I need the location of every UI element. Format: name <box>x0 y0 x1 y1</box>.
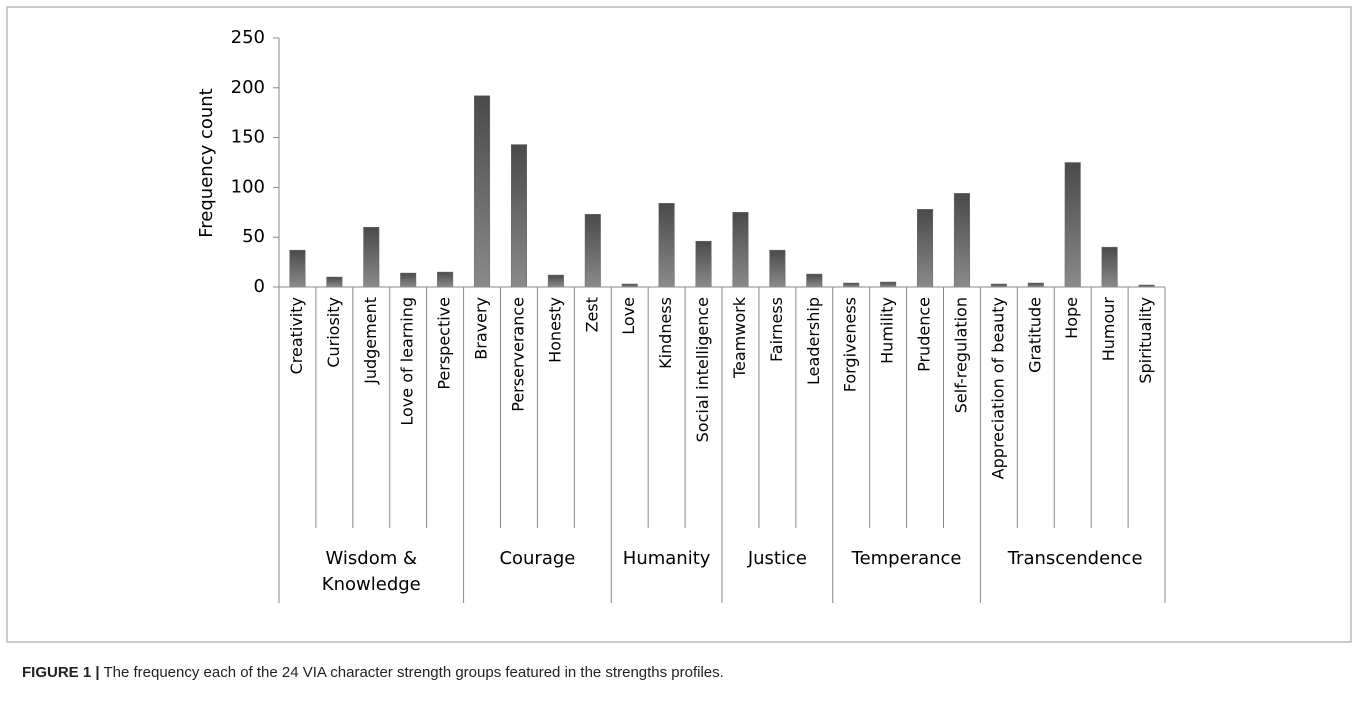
caption: FIGURE 1 | The frequency each of the 24 … <box>22 664 724 681</box>
bar <box>326 276 343 288</box>
x-tick-label: Spirituality <box>1136 297 1155 384</box>
y-tick-label: 150 <box>231 127 265 148</box>
x-tick-label: Humility <box>878 297 897 364</box>
bar <box>547 274 564 288</box>
bar <box>917 209 934 288</box>
y-axis-label: Frequency count <box>196 88 217 238</box>
x-tick-label: Love of learning <box>398 297 417 426</box>
y-tick-label: 200 <box>231 77 265 98</box>
bar <box>880 281 897 288</box>
x-tick-label: Hope <box>1062 297 1081 339</box>
bar <box>289 249 306 288</box>
group-label: Courage <box>499 548 576 569</box>
group-label: Humanity <box>622 548 711 569</box>
x-tick-label: Appreciation of beauty <box>988 297 1007 479</box>
x-tick-label: Forgiveness <box>841 297 860 392</box>
caption-label: FIGURE 1 | <box>22 664 100 681</box>
x-tick-label: Bravery <box>472 297 491 360</box>
x-tick-label: Prudence <box>915 297 934 372</box>
bar <box>363 226 380 288</box>
bar <box>1101 246 1118 288</box>
bar <box>769 249 786 288</box>
bar <box>400 272 417 288</box>
x-tick-label: Kindness <box>656 297 675 369</box>
bar <box>806 273 823 288</box>
bar <box>1027 282 1044 288</box>
x-tick-label: Perserverance <box>508 297 527 412</box>
bar <box>953 193 970 288</box>
bar <box>732 212 749 288</box>
group-label: Justice <box>747 548 807 569</box>
group-label: Temperance <box>851 548 962 569</box>
x-tick-label: Leadership <box>804 297 823 385</box>
x-tick-label: Humour <box>1099 297 1118 362</box>
x-tick-label: Perspective <box>435 297 454 390</box>
x-tick-label: Curiosity <box>324 297 343 368</box>
group-label: Wisdom & Knowledge <box>321 548 421 595</box>
x-tick-label: Love <box>619 297 638 335</box>
y-tick-label: 0 <box>254 276 265 297</box>
bar <box>658 203 675 288</box>
caption-text: The frequency each of the 24 VIA charact… <box>103 664 724 681</box>
x-tick-label: Self-regulation <box>951 297 970 413</box>
x-tick-label: Creativity <box>287 297 306 374</box>
x-tick-label: Social intelligence <box>693 297 712 442</box>
x-tick-label: Gratitude <box>1025 297 1044 373</box>
group-label: Transcendence <box>1007 548 1143 569</box>
bar <box>1064 162 1081 288</box>
y-tick-label: 50 <box>242 226 265 247</box>
x-tick-label: Fairness <box>767 297 786 362</box>
x-tick-label: Judgement <box>361 297 380 385</box>
bar <box>695 240 712 288</box>
bar <box>584 214 601 288</box>
bar <box>474 95 491 288</box>
y-tick-label: 250 <box>231 27 265 48</box>
y-tick-label: 100 <box>231 176 265 197</box>
frame <box>6 6 1352 643</box>
x-tick-label: Zest <box>582 297 601 332</box>
bar <box>437 271 454 288</box>
x-tick-label: Teamwork <box>730 296 749 379</box>
bar <box>843 282 860 288</box>
bar <box>510 144 527 288</box>
x-tick-label: Honesty <box>545 297 564 363</box>
